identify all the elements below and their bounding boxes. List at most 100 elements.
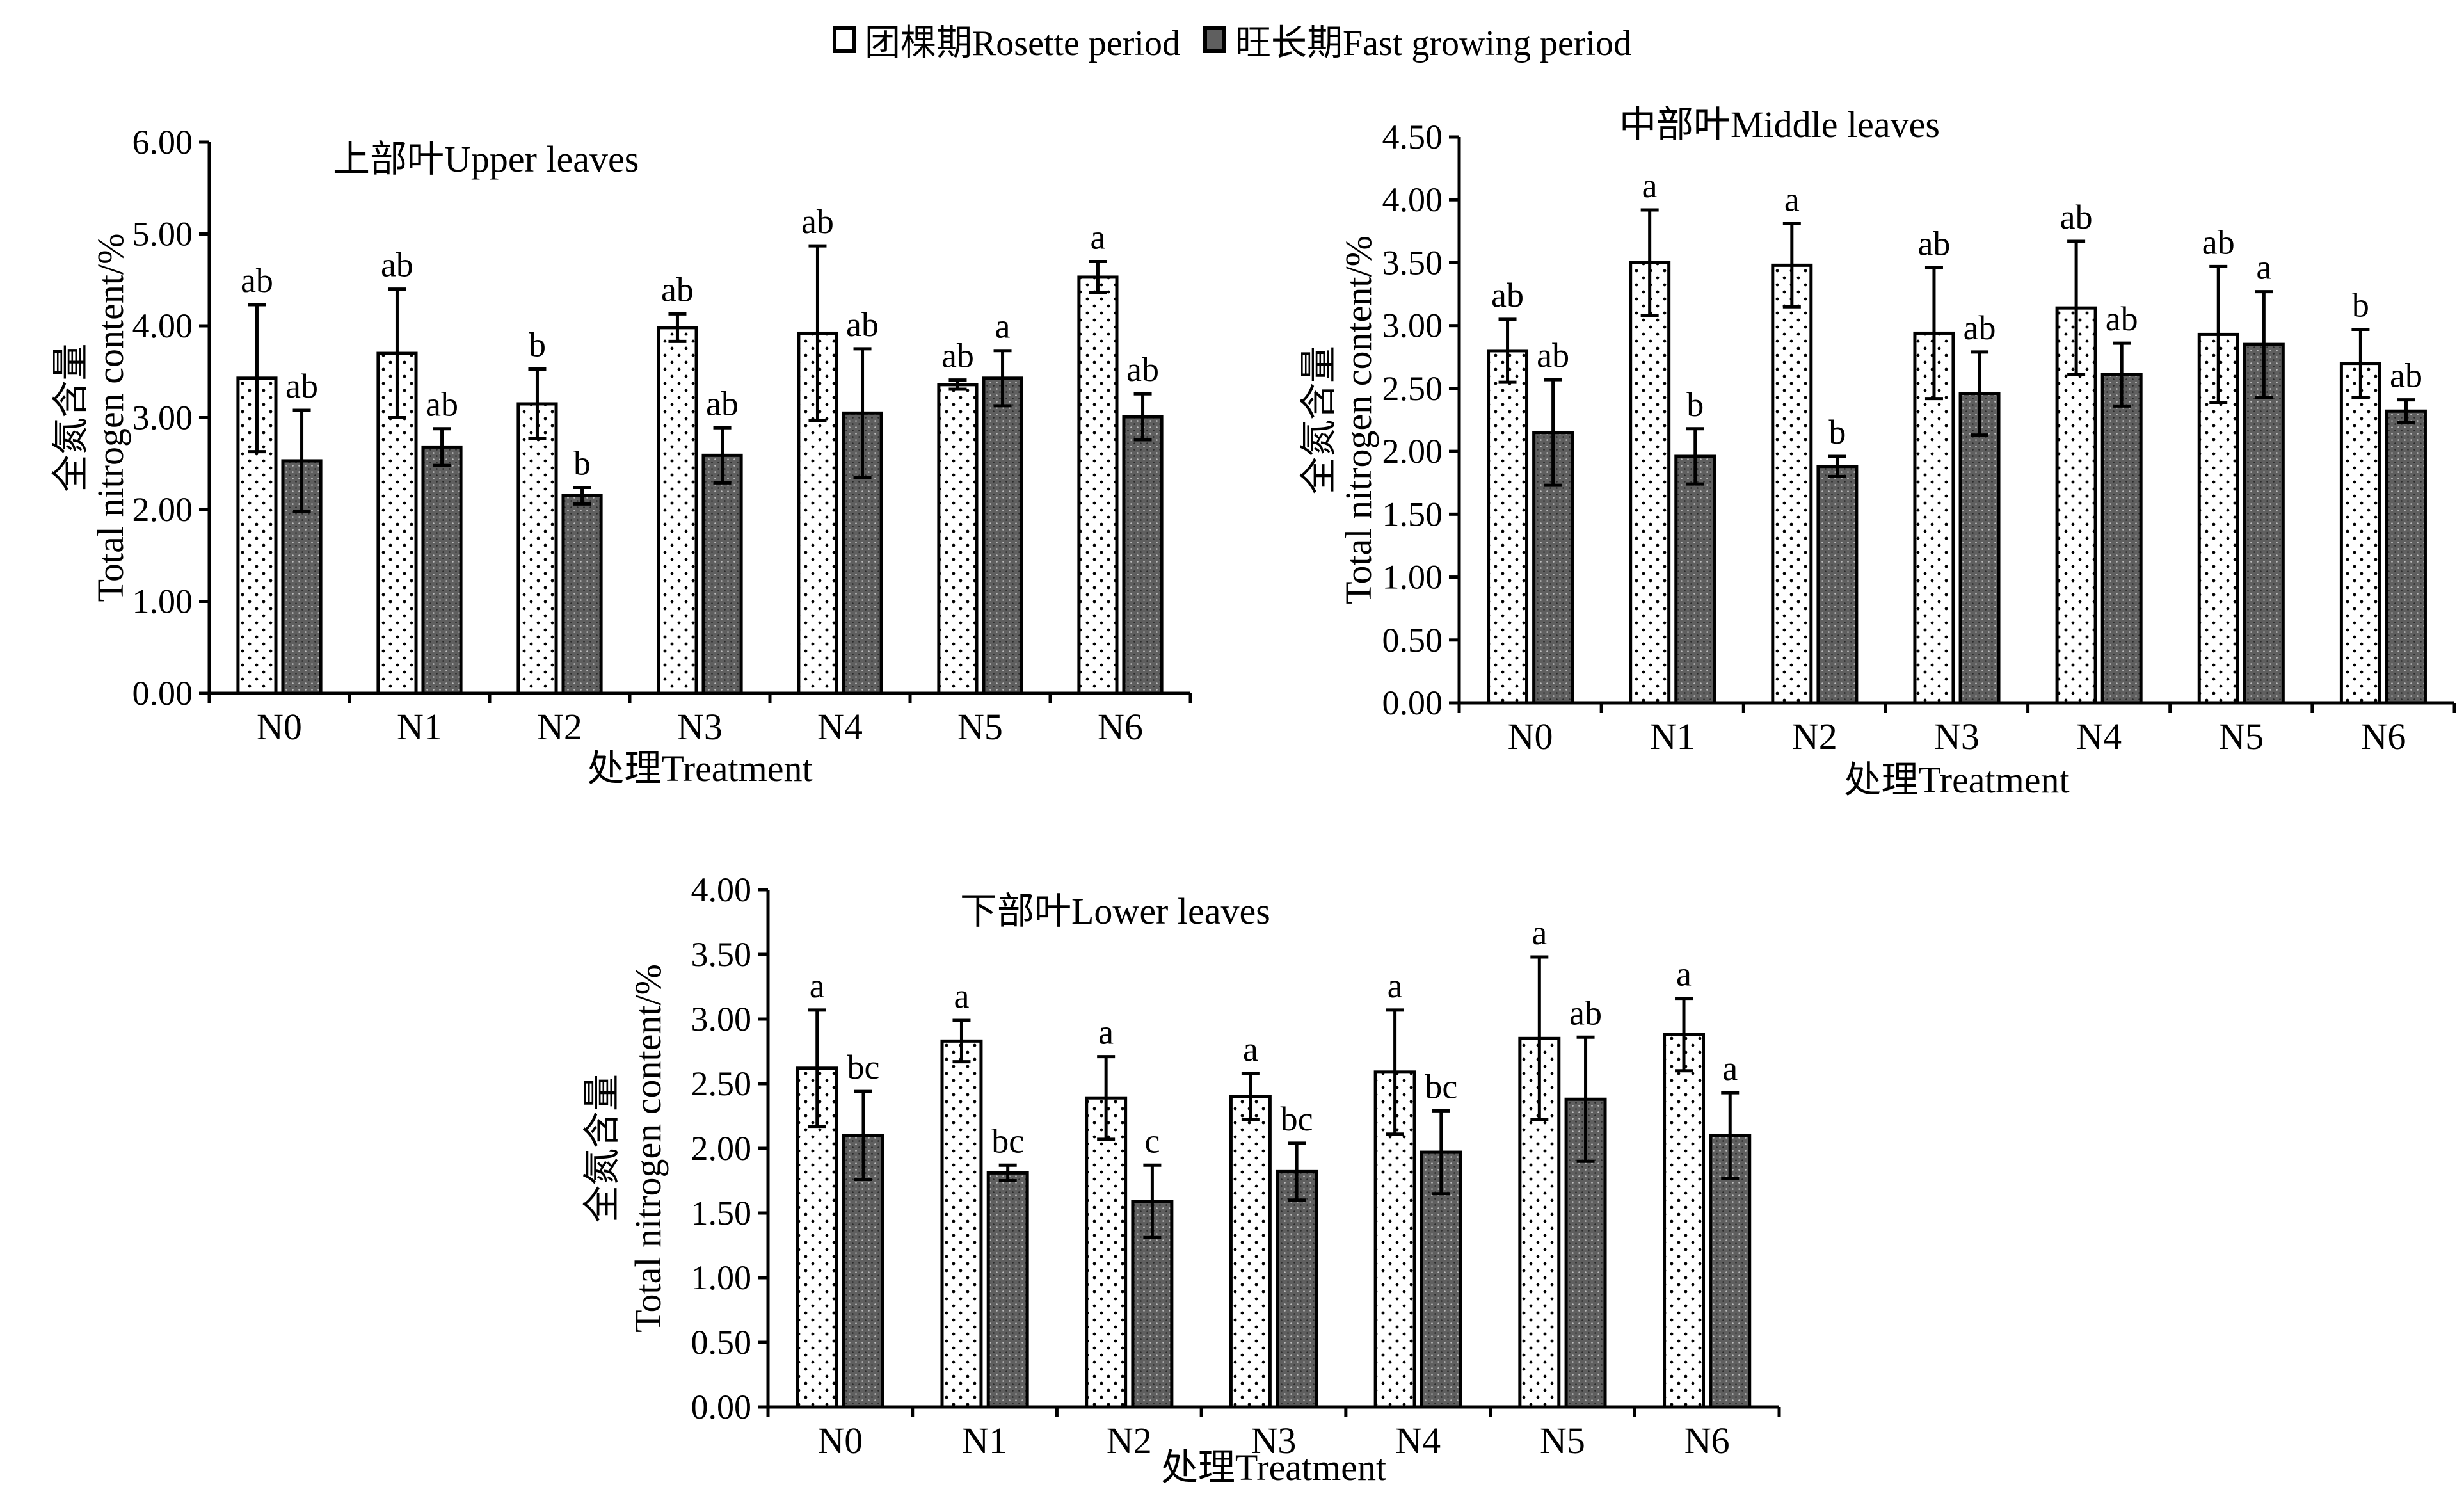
y-tick-label: 0.00 [1382,684,1443,722]
x-tick-label: N0 [1508,716,1553,757]
bar-rosette [1487,349,1529,705]
y-tick-label: 3.00 [132,399,193,437]
significance-letter: c [1144,1121,1160,1160]
bar-fast [1122,415,1164,695]
bar-fast [982,376,1023,695]
chart-lower-leaves: 0.000.501.001.502.002.503.003.504.00abcN… [581,871,1781,1488]
legend: 团棵期Rosette period 旺长期Fast growing period [0,9,2464,70]
bar-rosette [516,402,558,695]
x-tick-label: N6 [2360,716,2406,757]
y-axis-label: Total nitrogen content/% [90,234,131,602]
bar-fast [561,494,603,695]
chart-middle-leaves: 0.00 0.50 1.00 1.50 2.00 2.50 3.00 3.50 4.00 4.50… [1298,104,2456,801]
y-tick-label: 1.00 [1382,558,1443,597]
x-tick-label: N1 [962,1420,1007,1461]
x-tick-label: N6 [1684,1420,1730,1461]
significance-letter: b [1828,413,1846,451]
bar-fast [1816,465,1859,705]
significance-letter: ab [661,270,694,309]
x-tick-label: N1 [397,706,442,748]
x-tick-label: N2 [1107,1420,1152,1461]
significance-letter: ab [2202,223,2235,261]
y-tick-label: 4.00 [132,307,193,345]
y-axis-label-cn: 全氮含量 [1298,346,1340,494]
y-axis-label-cn: 全氮含量 [50,343,92,492]
significance-letter: ab [1491,276,1524,314]
y-axis-label: Total nitrogen content/% [627,964,669,1333]
bar-rosette [1085,1096,1128,1409]
y-tick-label: 4.00 [691,871,752,909]
y-tick-label: 2.00 [691,1129,752,1168]
y-tick-label: 1.00 [132,583,193,621]
significance-letter: b [1686,385,1704,424]
x-axis-label: 处理Treatment [1161,1447,1386,1488]
x-tick-label: N6 [1098,706,1143,748]
y-tick-label: 4.00 [1382,181,1443,219]
y-tick-label: 1.50 [1382,495,1443,533]
significance-letter: b [573,444,591,483]
significance-letter: a [1098,1013,1114,1052]
bar-rosette [1077,275,1119,695]
bar-rosette [1663,1033,1705,1409]
legend-label-fast: 旺长期Fast growing period [1235,23,1632,63]
bar-fast [1958,392,2001,705]
bar-fast [421,445,463,695]
significance-letter: ab [381,246,413,284]
bar-rosette [940,1039,983,1409]
significance-letter: ab [241,261,273,300]
bar-fast [1709,1134,1752,1409]
bar-rosette [937,383,979,695]
significance-letter: a [1243,1030,1258,1068]
significance-letter: ab [426,385,458,424]
significance-letter: bc [991,1121,1024,1160]
chart-upper-leaves: 0.001.002.003.004.005.006.00ababN0ababN1… [50,123,1192,789]
significance-letter: ab [941,337,974,375]
bar-fast [986,1171,1029,1409]
x-tick-label: N4 [817,706,863,748]
significance-letter: ab [2106,300,2138,338]
significance-letter: a [954,977,969,1015]
y-tick-label: 2.00 [1382,432,1443,470]
significance-letter: bc [1281,1100,1313,1138]
chart-title: 中部叶Middle leaves [1619,104,1940,145]
significance-letter: ab [1964,309,1996,347]
x-tick-label: N4 [1395,1420,1441,1461]
bar-rosette [1229,1095,1272,1409]
significance-letter: ab [2390,357,2422,395]
legend-label-rosette: 团棵期Rosette period [864,23,1180,63]
bar-fast [2243,342,2285,705]
bar-rosette [1629,261,1671,705]
bar-fast [1131,1200,1174,1409]
legend-swatch-fast [1203,26,1226,53]
significance-letter: ab [1917,224,1950,262]
legend-item-fast: 旺长期Fast growing period [1203,14,1631,66]
legend-swatch-rosette [832,26,856,53]
bar-fast [1674,454,1716,705]
significance-letter: ab [801,202,834,241]
significance-letter: a [2256,248,2271,287]
x-tick-label: N5 [2218,716,2264,757]
significance-letter: a [1722,1049,1738,1088]
x-tick-label: N0 [257,706,302,748]
y-tick-label: 4.50 [1382,118,1443,156]
y-tick-label: 0.00 [691,1388,752,1426]
significance-letter: a [1642,166,1658,205]
significance-letter: ab [2060,198,2093,236]
significance-letter: b [2352,286,2369,325]
y-tick-label: 5.00 [132,215,193,253]
significance-letter: bc [1425,1067,1457,1105]
significance-letter: a [810,967,825,1005]
x-tick-label: N3 [1934,716,1980,757]
y-tick-label: 1.00 [691,1258,752,1297]
legend-item-rosette: 团棵期Rosette period [832,14,1180,66]
significance-letter: a [1532,913,1547,952]
y-tick-label: 3.50 [1382,243,1443,282]
significance-letter: a [995,307,1011,346]
y-tick-label: 2.00 [132,490,193,529]
significance-letter: ab [285,367,318,405]
y-tick-label: 3.00 [691,1000,752,1038]
y-axis-label-cn: 全氮含量 [581,1074,623,1223]
y-tick-label: 3.50 [691,935,752,974]
bar-fast [2385,409,2427,705]
y-tick-label: 2.50 [1382,369,1443,408]
